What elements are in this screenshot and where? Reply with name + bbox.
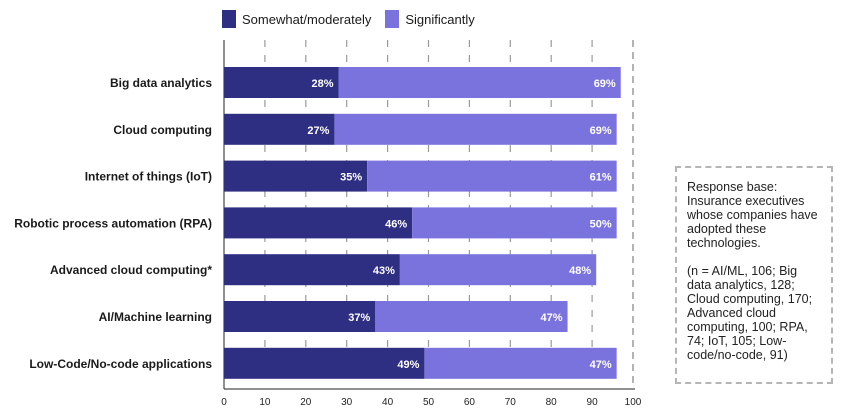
value-label-significantly-big-data-analytics: 69%: [594, 78, 616, 90]
bar-significantly-big-data-analytics: [338, 67, 621, 98]
bar-somewhat-moderately-low-code-no-code-applications: [224, 347, 425, 379]
value-label-somewhat-moderately-ai-machine-learning: 37%: [348, 312, 370, 324]
value-label-significantly-advanced-cloud-computing: 48%: [569, 265, 591, 277]
bar-somewhat-moderately-internet-of-things-iot: [224, 160, 368, 192]
category-label-big-data-analytics: Big data analytics: [110, 76, 212, 90]
bar-significantly-advanced-cloud-computing: [399, 254, 597, 286]
x-tick-label-50: 50: [423, 397, 435, 408]
value-label-somewhat-moderately-cloud-computing: 27%: [307, 125, 329, 137]
x-tick-label-60: 60: [464, 397, 476, 408]
category-label-robotic-process-automation-rpa: Robotic process automation (RPA): [14, 216, 212, 230]
x-tick-label-40: 40: [382, 397, 394, 408]
value-label-significantly-robotic-process-automation-rpa: 50%: [590, 218, 612, 230]
legend-swatch-somewhat: [222, 10, 236, 28]
legend-item-significantly: Significantly: [385, 10, 475, 28]
category-label-ai-machine-learning: AI/Machine learning: [99, 310, 212, 324]
value-label-somewhat-moderately-big-data-analytics: 28%: [311, 78, 333, 90]
bar-somewhat-moderately-robotic-process-automation-rpa: [224, 207, 413, 239]
bar-significantly-robotic-process-automation-rpa: [412, 207, 617, 239]
bar-significantly-cloud-computing: [334, 113, 617, 145]
bar-significantly-low-code-no-code-applications: [424, 347, 617, 379]
value-label-significantly-ai-machine-learning: 47%: [541, 312, 563, 324]
x-tick-label-10: 10: [259, 397, 271, 408]
legend-label-significantly: Significantly: [405, 11, 475, 27]
category-label-cloud-computing: Cloud computing: [113, 123, 212, 137]
x-tick-label-80: 80: [546, 397, 558, 408]
value-label-somewhat-moderately-robotic-process-automation-rpa: 46%: [385, 218, 407, 230]
bar-somewhat-moderately-advanced-cloud-computing: [224, 254, 400, 286]
x-tick-label-100: 100: [625, 397, 642, 408]
value-label-somewhat-moderately-internet-of-things-iot: 35%: [340, 172, 362, 184]
value-label-significantly-internet-of-things-iot: 61%: [590, 172, 612, 184]
bar-significantly-internet-of-things-iot: [367, 160, 617, 192]
category-label-low-code-no-code-applications: Low-Code/No-code applications: [29, 357, 212, 371]
bar-somewhat-moderately-cloud-computing: [224, 113, 335, 145]
value-label-somewhat-moderately-advanced-cloud-computing: 43%: [373, 265, 395, 277]
bar-somewhat-moderately-big-data-analytics: [224, 67, 339, 98]
response-base-note: Response base: Insurance executives whos…: [675, 166, 833, 384]
legend-label-somewhat: Somewhat/moderately: [242, 11, 372, 27]
note-sample-sizes: (n = AI/ML, 106; Big data analytics, 128…: [687, 264, 813, 362]
bar-somewhat-moderately-ai-machine-learning: [224, 301, 376, 332]
legend-item-somewhat: Somewhat/moderately: [222, 10, 371, 28]
category-label-internet-of-things-iot: Internet of things (IoT): [85, 170, 212, 184]
x-tick-label-70: 70: [505, 397, 517, 408]
value-label-significantly-cloud-computing: 69%: [590, 125, 612, 137]
category-label-advanced-cloud-computing: Advanced cloud computing*: [50, 263, 212, 277]
bar-significantly-ai-machine-learning: [375, 301, 568, 332]
note-response-base: Response base: Insurance executives whos…: [687, 180, 818, 250]
chart-legend: Somewhat/moderately Significantly: [222, 10, 489, 28]
x-tick-label-20: 20: [300, 397, 312, 408]
legend-swatch-significantly: [385, 10, 400, 28]
x-tick-label-0: 0: [221, 397, 227, 408]
value-label-somewhat-moderately-low-code-no-code-applications: 49%: [397, 359, 419, 371]
value-label-significantly-low-code-no-code-applications: 47%: [590, 359, 612, 371]
x-tick-label-30: 30: [341, 397, 353, 408]
x-tick-label-90: 90: [587, 397, 599, 408]
